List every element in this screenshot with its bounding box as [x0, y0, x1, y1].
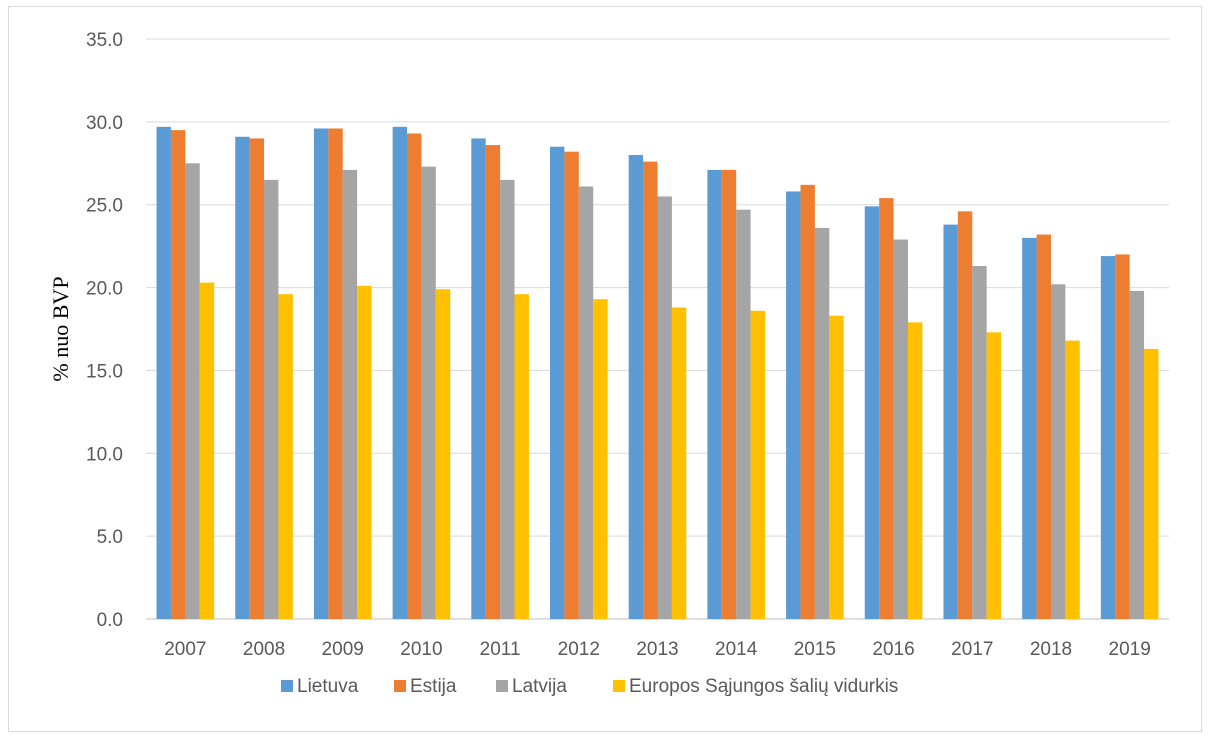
- bar: [1100, 256, 1116, 619]
- bar: [721, 169, 737, 619]
- bar: [671, 307, 687, 619]
- bar: [156, 126, 171, 619]
- bar: [199, 282, 215, 619]
- y-axis-tick-labels: 0.0 5.0 10.0 15.0 20.0 25.0 30.0 35.0: [86, 30, 123, 631]
- bar: [342, 169, 358, 619]
- legend-label: Latvija: [512, 676, 567, 697]
- bar: [593, 299, 608, 619]
- bar: [550, 146, 565, 619]
- bar: [407, 133, 422, 619]
- bar: [907, 322, 923, 619]
- chart-canvas: 0.05.010.015.020.025.030.035.0 2007 2008 2…: [48, 30, 1169, 697]
- bar: [264, 179, 279, 619]
- x-tick-label: 2008: [243, 639, 285, 660]
- y-tick-label: 15.0: [86, 361, 123, 382]
- legend-swatch: [394, 680, 406, 692]
- x-tick-label: 2014: [715, 639, 758, 660]
- bar: [500, 179, 515, 619]
- x-tick-label: 2018: [1030, 639, 1072, 660]
- legend-swatch: [496, 680, 508, 692]
- y-tick-label: 25.0: [86, 196, 123, 217]
- bar: [392, 126, 408, 619]
- bar: [249, 138, 265, 619]
- x-tick-label: 2009: [322, 639, 364, 660]
- bar: [943, 224, 958, 619]
- legend-label: Europos Sąjungos šalių vidurkis: [629, 676, 898, 697]
- legend-label: Estija: [410, 676, 457, 697]
- bar: [435, 289, 451, 619]
- legend-label: Lietuva: [297, 676, 359, 697]
- y-axis-title: % nuo BVP: [48, 276, 73, 381]
- bar: [170, 130, 186, 619]
- bar: [564, 151, 579, 619]
- y-tick-label: 30.0: [86, 113, 123, 134]
- bar: [357, 285, 372, 619]
- x-tick-label: 2019: [1109, 639, 1151, 660]
- bar: [893, 239, 908, 619]
- bar: [328, 128, 343, 619]
- legend-swatch: [281, 680, 293, 692]
- x-tick-label: 2017: [951, 639, 993, 660]
- bar: [485, 145, 501, 620]
- bar: [1115, 254, 1130, 619]
- bar: [1129, 290, 1145, 619]
- x-tick-label: 2012: [558, 639, 600, 660]
- y-tick-label: 5.0: [97, 527, 123, 548]
- bar: [313, 128, 329, 619]
- bar: [957, 211, 973, 620]
- bar: [278, 294, 293, 619]
- bar: [514, 294, 529, 619]
- bar: [829, 315, 844, 619]
- bar: [1065, 340, 1080, 619]
- y-tick-label: 0.0: [97, 610, 123, 631]
- x-tick-label: 2010: [400, 639, 442, 660]
- legend-swatch: [613, 680, 625, 692]
- bar: [1022, 237, 1037, 619]
- bar: [800, 184, 815, 620]
- y-tick-label: 20.0: [86, 279, 123, 300]
- x-tick-label: 2013: [636, 639, 678, 660]
- bar: [736, 209, 751, 619]
- x-tick-label: 2007: [164, 639, 206, 660]
- bar: [814, 227, 830, 619]
- y-tick-label: 10.0: [86, 444, 123, 465]
- bar: [185, 163, 200, 620]
- x-tick-label: 2016: [872, 639, 914, 660]
- chart-frame: 0.0 5.0 10.0 15.0 20.0 25.0 30.0 35.0 2007 2008 2…: [8, 6, 1202, 732]
- bar: [643, 161, 658, 619]
- x-axis-tick-labels: 2007 2008 2009 2010 2011 2012 2013 2014 2015 2016…: [164, 639, 1151, 660]
- bar: [786, 191, 801, 619]
- bar: [421, 166, 436, 619]
- legend: Lietuva Estija Latvija Europos Sąjungos šal…: [281, 676, 898, 697]
- bar: [1036, 234, 1051, 620]
- bar: [1144, 348, 1159, 619]
- bar: [879, 198, 894, 620]
- bar: [235, 136, 250, 619]
- x-tick-label: 2015: [794, 639, 836, 660]
- bar: [972, 266, 987, 619]
- bar: [707, 169, 722, 619]
- bar: [578, 186, 594, 619]
- bar: [986, 332, 1002, 619]
- bar: [1050, 284, 1066, 619]
- bar: [471, 138, 486, 619]
- bar: [657, 196, 672, 619]
- y-tick-label: 35.0: [86, 30, 123, 51]
- bar: [864, 206, 880, 619]
- bar: [628, 155, 644, 619]
- x-tick-label: 2011: [480, 639, 521, 660]
- bars: [156, 126, 1159, 620]
- bar: [750, 310, 765, 619]
